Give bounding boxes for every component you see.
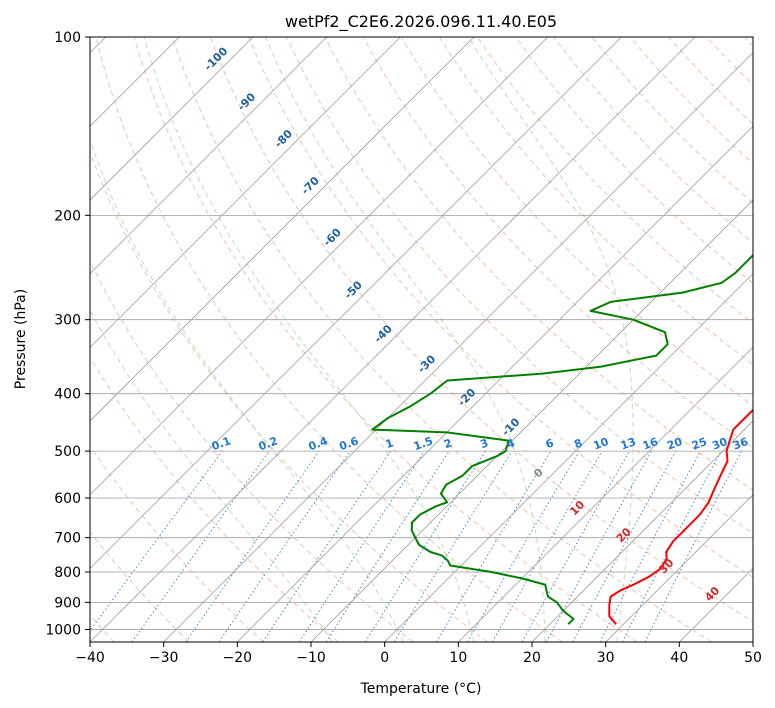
y-tick-label: 800 bbox=[54, 565, 81, 581]
x-tick-label: −20 bbox=[223, 650, 253, 666]
dry-adiabat-line bbox=[210, 37, 753, 623]
y-tick-label: 100 bbox=[54, 30, 81, 46]
dry-adiabat-line bbox=[248, 37, 753, 578]
mixing-ratio-label: 25 bbox=[690, 435, 709, 452]
chart-title: wetPf2_C2E6.2026.096.11.40.E05 bbox=[285, 12, 557, 32]
isotherm-line bbox=[237, 125, 753, 642]
plot-area bbox=[90, 37, 753, 642]
isotherm-line bbox=[90, 37, 254, 201]
dry-adiabat-line bbox=[438, 37, 753, 366]
mixing-ratio-label: 6 bbox=[544, 436, 556, 451]
mixing-ratio-line bbox=[545, 450, 653, 642]
dry-adiabat-line bbox=[133, 37, 638, 642]
y-tick-label: 700 bbox=[54, 531, 81, 547]
isotherm-line bbox=[163, 52, 753, 642]
dry-adiabat-line bbox=[400, 37, 753, 407]
isotherm-line bbox=[90, 37, 401, 348]
mixing-ratio-label: 8 bbox=[572, 436, 584, 451]
temperature-line bbox=[608, 408, 753, 625]
mixing-ratio-label: 1.5 bbox=[412, 434, 435, 453]
profile-series bbox=[371, 253, 753, 625]
isotherm-line bbox=[90, 37, 696, 642]
isotherm-line bbox=[605, 494, 753, 642]
x-axis-ticks: −40 −30 −20 −10 0 10 20 30 40 50 bbox=[75, 642, 762, 666]
y-tick-label: 600 bbox=[54, 491, 81, 507]
mixing-ratio-line bbox=[90, 450, 223, 632]
y-axis-label: Pressure (hPa) bbox=[13, 289, 29, 389]
y-axis-ticks: 100 200 300 400 500 600 700 800 900 1000 bbox=[45, 30, 90, 638]
x-tick-label: 20 bbox=[523, 650, 541, 666]
mixing-ratio-label: 16 bbox=[641, 435, 660, 453]
mixing-ratio-label: 0.4 bbox=[307, 434, 330, 453]
mixing-ratio-label: 3 bbox=[478, 436, 490, 451]
isotherm-line bbox=[90, 37, 622, 569]
dry-adiabat-line bbox=[171, 37, 712, 642]
x-tick-label: 40 bbox=[670, 650, 688, 666]
dry-adiabat-line bbox=[95, 37, 563, 642]
x-tick-label: 30 bbox=[597, 650, 615, 666]
dry-adiabat-line bbox=[90, 150, 488, 642]
y-tick-label: 1000 bbox=[45, 622, 81, 638]
moist-adiabat-line bbox=[143, 37, 475, 642]
mixing-ratio-label: 0.1 bbox=[210, 434, 233, 453]
isotherm-line bbox=[458, 346, 753, 642]
mixing-ratio-label: 20 bbox=[665, 435, 684, 453]
dry-adiabat-line bbox=[90, 356, 339, 642]
y-tick-label: 500 bbox=[54, 444, 81, 460]
x-tick-label: 50 bbox=[744, 650, 762, 666]
isotherm-line bbox=[90, 37, 475, 422]
isotherm-line bbox=[384, 273, 753, 642]
plot-frame bbox=[89, 36, 754, 643]
isotherm-line bbox=[90, 37, 327, 275]
isotherm-line bbox=[531, 420, 753, 642]
mixing-ratio-line bbox=[131, 450, 270, 642]
mixing-ratio-line bbox=[644, 450, 743, 642]
isotherm-line bbox=[90, 37, 548, 496]
mixing-ratio-label: 0.6 bbox=[338, 434, 361, 453]
x-axis-label: Temperature (°C) bbox=[360, 681, 482, 697]
mixing-ratio-line bbox=[298, 450, 425, 642]
y-tick-label: 900 bbox=[54, 595, 81, 611]
dry-adiabat-line bbox=[90, 531, 190, 642]
dry-adiabat-line bbox=[515, 37, 753, 284]
y-tick-label: 400 bbox=[54, 387, 81, 403]
mixing-ratio-line bbox=[521, 450, 630, 642]
mixing-ratio-label: 36 bbox=[731, 435, 750, 453]
moist-adiabat-line bbox=[265, 37, 546, 642]
y-tick-label: 300 bbox=[54, 313, 81, 329]
mixing-ratio-line bbox=[185, 450, 320, 642]
isotherm-line bbox=[310, 199, 753, 642]
mixing-ratio-label: 30 bbox=[710, 435, 729, 453]
mixing-ratio-label: 10 bbox=[592, 435, 611, 453]
moist-adiabat-line bbox=[90, 138, 404, 642]
mixing-ratio-label: 2 bbox=[442, 436, 454, 451]
mixing-ratio-label: 0.2 bbox=[257, 434, 280, 453]
mixing-ratio-line bbox=[262, 450, 392, 642]
x-tick-label: −40 bbox=[75, 650, 105, 666]
mixing-ratio-line bbox=[393, 450, 513, 642]
x-tick-label: 10 bbox=[449, 650, 467, 666]
x-tick-label: 0 bbox=[380, 650, 389, 666]
x-tick-label: −10 bbox=[296, 650, 326, 666]
dry-adiabat-line bbox=[90, 445, 264, 642]
mixing-ratio-label: 4 bbox=[505, 436, 517, 451]
mixing-ratio-label: 13 bbox=[619, 435, 638, 452]
mixing-ratio-line bbox=[325, 450, 450, 642]
mixing-ratio-label: 1 bbox=[384, 436, 396, 451]
mixing-ratio-line bbox=[572, 450, 677, 642]
mixing-ratio-line bbox=[218, 450, 351, 642]
dewpoint-line bbox=[371, 253, 753, 625]
y-tick-label: 200 bbox=[54, 208, 81, 224]
x-tick-label: −30 bbox=[149, 650, 179, 666]
grid-lines bbox=[90, 37, 753, 642]
